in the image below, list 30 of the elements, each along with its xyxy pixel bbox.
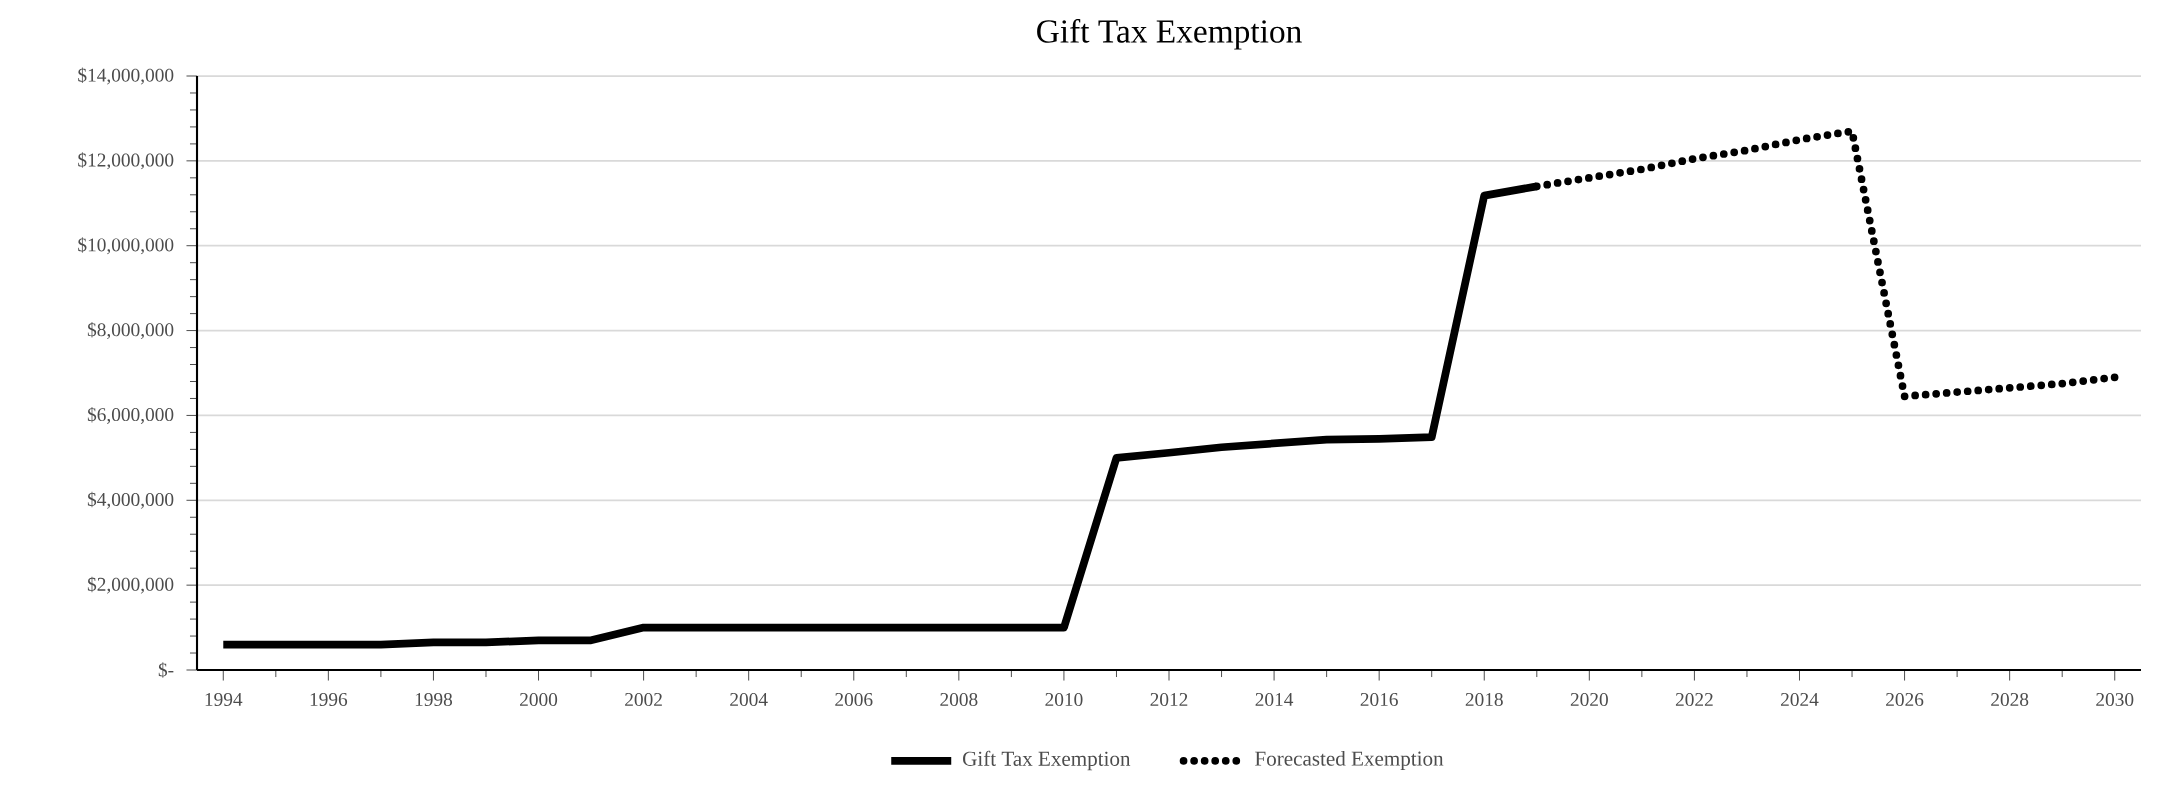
y-tick-label: $- — [158, 662, 174, 678]
y-tick-label: $8,000,000 — [87, 322, 174, 340]
x-tick-label: 1996 — [310, 692, 348, 706]
y-tick-label: $6,000,000 — [87, 406, 174, 424]
x-tick-label: 2018 — [1465, 692, 1503, 706]
x-tick-label: 2028 — [1991, 692, 2029, 706]
x-tick-label: 1998 — [415, 692, 453, 706]
x-tick-label: 2012 — [1150, 692, 1188, 706]
x-tick-label: 2016 — [1360, 692, 1398, 706]
legend-label: Gift Tax Exemption — [963, 750, 1131, 771]
y-tick-label: $4,000,000 — [87, 491, 174, 509]
x-tick-label: 2006 — [835, 692, 873, 706]
x-tick-label: 2024 — [1780, 692, 1819, 706]
y-tick-label: $10,000,000 — [78, 237, 174, 255]
x-tick-label: 2014 — [1255, 692, 1294, 706]
x-tick-label: 2030 — [2096, 692, 2134, 706]
x-tick-label: 2010 — [1045, 692, 1083, 706]
x-tick-label: 2000 — [520, 692, 558, 706]
x-tick-label: 2020 — [1570, 692, 1608, 706]
x-tick-label: 2002 — [625, 692, 662, 706]
y-tick-label: $12,000,000 — [78, 152, 174, 170]
y-tick-label: $14,000,000 — [78, 67, 174, 85]
x-tick-label: 2026 — [1886, 692, 1924, 706]
chart-title: Gift Tax Exemption — [1037, 18, 1302, 50]
legend-label: Forecasted Exemption — [1255, 750, 1444, 771]
x-tick-label: 2008 — [940, 692, 978, 706]
x-tick-label: 2022 — [1675, 692, 1713, 706]
x-tick-label: 2004 — [730, 692, 768, 706]
y-tick-label: $2,000,000 — [87, 576, 174, 594]
x-tick-label: 1994 — [205, 692, 243, 706]
